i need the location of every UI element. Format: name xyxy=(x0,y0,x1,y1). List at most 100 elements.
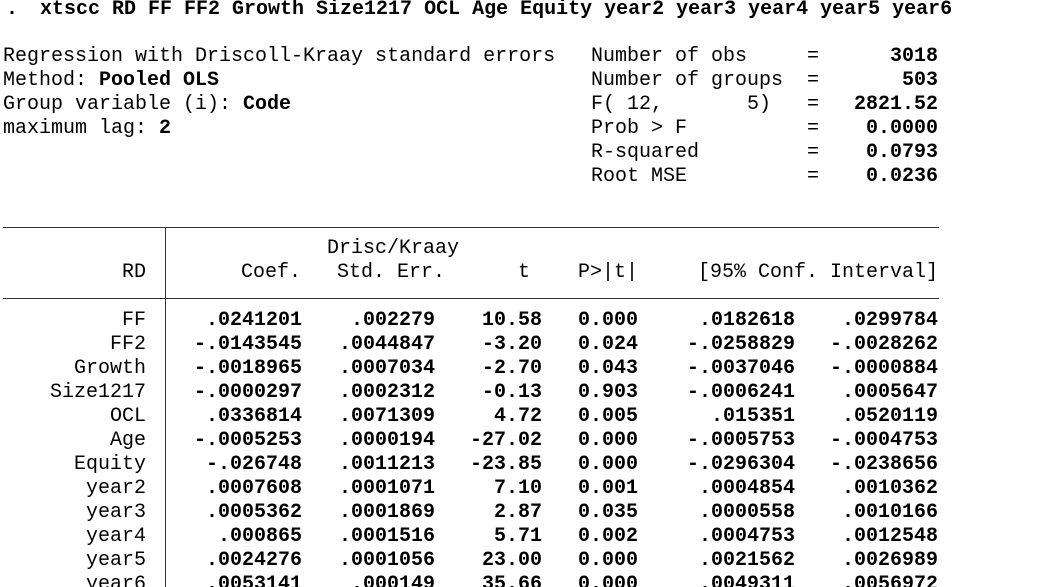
stat-value: 3018 xyxy=(889,45,938,68)
std-err-cell: .0011213 xyxy=(338,453,435,476)
p-cell: 0.043 xyxy=(577,357,638,380)
ci-low-cell: .0004854 xyxy=(698,477,795,500)
coef-cell: .0005362 xyxy=(205,501,302,524)
stat-value: 0.0793 xyxy=(865,141,938,164)
command-text: xtscc RD FF FF2 Growth Size1217 OCL Age … xyxy=(40,0,953,21)
ci-high-cell: .0056972 xyxy=(841,573,938,587)
p-cell: 0.000 xyxy=(577,549,638,572)
p-cell: 0.000 xyxy=(577,453,638,476)
row-variable: Size1217 xyxy=(49,381,146,404)
t-cell: -3.20 xyxy=(481,333,542,356)
std-err-cell: .0002312 xyxy=(338,381,435,404)
ci-low-cell: -.0037046 xyxy=(686,357,795,380)
stat-equals: = xyxy=(807,141,820,164)
column-header: RD xyxy=(121,261,146,284)
std-err-cell: .0001869 xyxy=(338,501,435,524)
std-err-cell: .0071309 xyxy=(338,405,435,428)
table-divider xyxy=(165,227,166,587)
info-value: 2 xyxy=(159,117,172,140)
std-err-cell: .0007034 xyxy=(338,357,435,380)
stat-equals: = xyxy=(807,45,820,68)
coef-cell: .0024276 xyxy=(205,549,302,572)
row-variable: Age xyxy=(109,429,146,452)
row-variable: year5 xyxy=(85,549,146,572)
column-header: t xyxy=(517,261,530,284)
p-cell: 0.024 xyxy=(577,333,638,356)
info-label: Group variable (i): xyxy=(3,93,232,116)
column-header: P>|t| xyxy=(577,261,638,284)
ci-high-cell: .0026989 xyxy=(841,549,938,572)
t-cell: -2.70 xyxy=(481,357,542,380)
t-cell: 7.10 xyxy=(493,477,542,500)
ci-low-cell: .015351 xyxy=(710,405,795,428)
column-header: Drisc/Kraay xyxy=(326,237,459,260)
column-header: Coef. xyxy=(240,261,301,284)
column-header: [95% Conf. Interval] xyxy=(697,261,938,284)
ci-low-cell: .0021562 xyxy=(698,549,795,572)
info-label: maximum lag: xyxy=(3,117,148,140)
t-cell: 10.58 xyxy=(481,309,542,332)
info-value: Pooled OLS xyxy=(99,69,220,92)
row-variable: year4 xyxy=(85,525,146,548)
stat-label: Prob > F xyxy=(591,117,688,140)
std-err-cell: .0000194 xyxy=(338,429,435,452)
info-label: Method: xyxy=(3,69,88,92)
t-cell: 4.72 xyxy=(493,405,542,428)
stat-equals: = xyxy=(807,117,820,140)
std-err-cell: .002279 xyxy=(350,309,435,332)
t-cell: -23.85 xyxy=(469,453,542,476)
t-cell: 2.87 xyxy=(493,501,542,524)
coef-cell: -.0005253 xyxy=(193,429,302,452)
table-header-rule xyxy=(3,298,939,299)
row-variable: FF xyxy=(121,309,146,332)
stat-equals: = xyxy=(807,93,820,116)
ci-low-cell: -.0006241 xyxy=(686,381,795,404)
std-err-cell: .0001071 xyxy=(338,477,435,500)
stat-value: 2821.52 xyxy=(853,93,938,116)
stat-equals: = xyxy=(807,69,820,92)
t-cell: 5.71 xyxy=(493,525,542,548)
coef-cell: -.0018965 xyxy=(193,357,302,380)
coef-cell: .0053141 xyxy=(205,573,302,587)
row-variable: year2 xyxy=(85,477,146,500)
ci-high-cell: -.0000884 xyxy=(829,357,938,380)
t-cell: 35.66 xyxy=(481,573,542,587)
ci-low-cell: -.0005753 xyxy=(686,429,795,452)
p-cell: 0.000 xyxy=(577,573,638,587)
std-err-cell: .0044847 xyxy=(338,333,435,356)
stat-value: 0.0236 xyxy=(865,165,938,188)
t-cell: 23.00 xyxy=(481,549,542,572)
coef-cell: -.0000297 xyxy=(193,381,302,404)
stat-label: Root MSE xyxy=(591,165,688,188)
std-err-cell: .0001056 xyxy=(338,549,435,572)
p-cell: 0.001 xyxy=(577,477,638,500)
command-prompt: . xyxy=(6,0,19,21)
t-cell: -0.13 xyxy=(481,381,542,404)
info-value: Code xyxy=(243,93,292,116)
coef-cell: .0007608 xyxy=(205,477,302,500)
p-cell: 0.005 xyxy=(577,405,638,428)
coef-cell: .000865 xyxy=(217,525,302,548)
p-cell: 0.903 xyxy=(577,381,638,404)
ci-low-cell: .0000558 xyxy=(698,501,795,524)
row-variable: year6 xyxy=(85,573,146,587)
coef-cell: .0241201 xyxy=(205,309,302,332)
coef-cell: -.0143545 xyxy=(193,333,302,356)
stat-value: 0.0000 xyxy=(865,117,938,140)
std-err-cell: .0001516 xyxy=(338,525,435,548)
stat-label: Number of obs xyxy=(591,45,748,68)
ci-high-cell: -.0004753 xyxy=(829,429,938,452)
row-variable: year3 xyxy=(85,501,146,524)
ci-low-cell: -.0296304 xyxy=(686,453,795,476)
row-variable: Growth xyxy=(73,357,146,380)
ci-high-cell: .0299784 xyxy=(841,309,938,332)
p-cell: 0.000 xyxy=(577,429,638,452)
row-variable: Equity xyxy=(73,453,146,476)
ci-high-cell: .0520119 xyxy=(841,405,938,428)
column-header: Std. Err. xyxy=(336,261,445,284)
ci-low-cell: .0049311 xyxy=(698,573,795,587)
row-variable: OCL xyxy=(109,405,146,428)
stat-value: 503 xyxy=(901,69,938,92)
t-cell: -27.02 xyxy=(469,429,542,452)
